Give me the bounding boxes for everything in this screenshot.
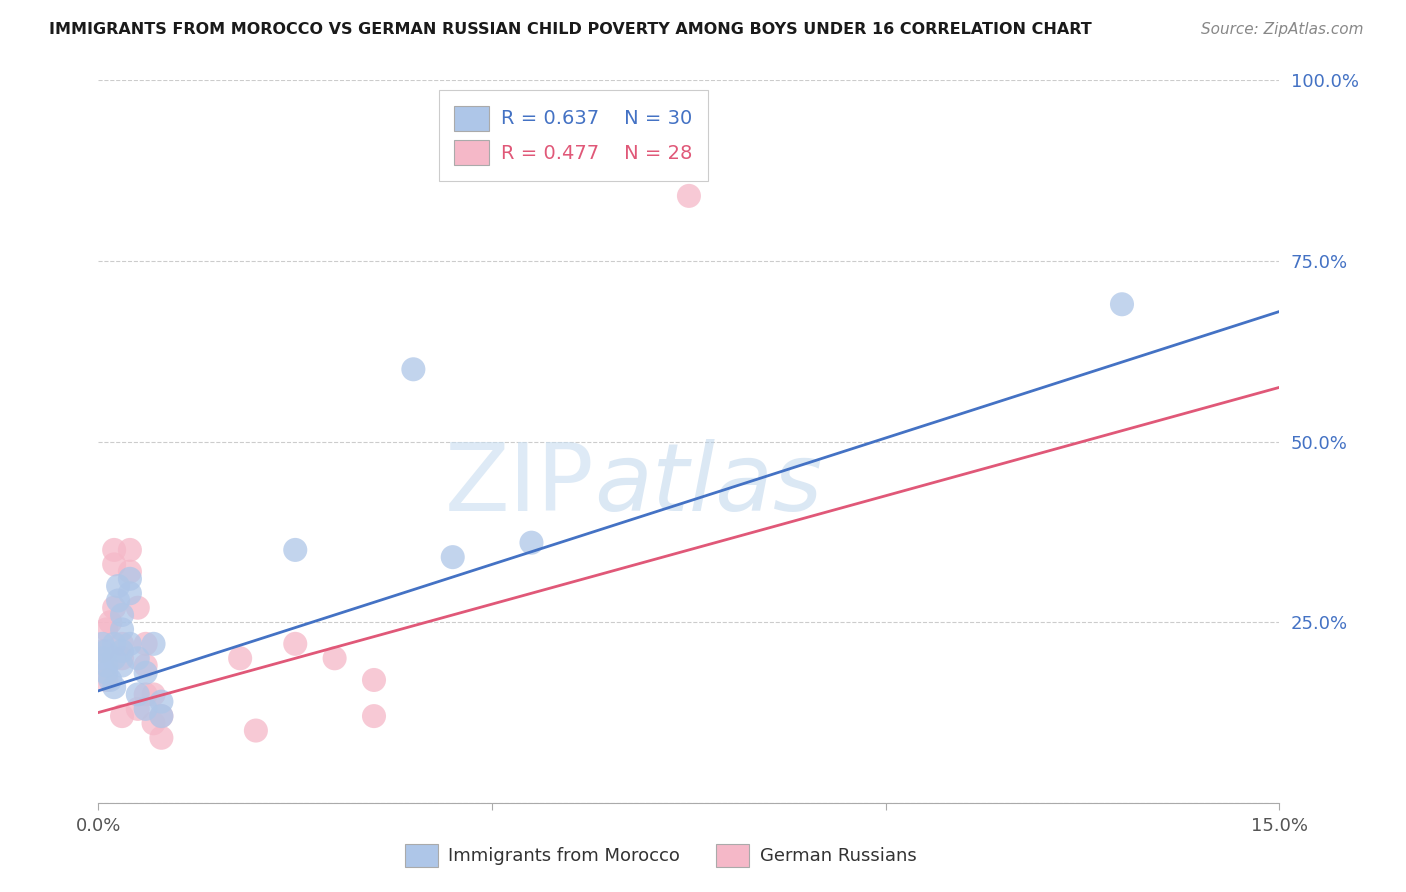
Point xyxy=(284,637,307,651)
Text: Source: ZipAtlas.com: Source: ZipAtlas.com xyxy=(1201,22,1364,37)
Point xyxy=(245,723,267,738)
Point xyxy=(118,542,141,557)
Point xyxy=(118,572,141,586)
Point xyxy=(363,709,385,723)
Point xyxy=(111,607,134,622)
Point xyxy=(127,702,149,716)
Point xyxy=(135,687,157,701)
Point xyxy=(107,593,129,607)
Point xyxy=(284,542,307,557)
Point xyxy=(91,644,114,658)
Point xyxy=(103,558,125,572)
Point xyxy=(103,600,125,615)
Point xyxy=(118,637,141,651)
Point xyxy=(118,586,141,600)
Point xyxy=(150,709,173,723)
Point xyxy=(111,651,134,665)
Text: atlas: atlas xyxy=(595,440,823,531)
Point xyxy=(402,362,425,376)
Point xyxy=(107,579,129,593)
Point xyxy=(229,651,252,665)
Point xyxy=(142,687,165,701)
Text: ZIP: ZIP xyxy=(444,439,595,531)
Point xyxy=(142,637,165,651)
Point xyxy=(150,731,173,745)
Point xyxy=(103,637,125,651)
Point xyxy=(111,623,134,637)
Point xyxy=(135,665,157,680)
Point xyxy=(91,651,114,665)
Point xyxy=(96,644,118,658)
Point xyxy=(111,709,134,723)
Point xyxy=(135,658,157,673)
Point xyxy=(1111,297,1133,311)
Point xyxy=(96,658,118,673)
Point xyxy=(441,550,464,565)
Point xyxy=(363,673,385,687)
Point xyxy=(96,665,118,680)
Text: IMMIGRANTS FROM MOROCCO VS GERMAN RUSSIAN CHILD POVERTY AMONG BOYS UNDER 16 CORR: IMMIGRANTS FROM MOROCCO VS GERMAN RUSSIA… xyxy=(49,22,1092,37)
Point xyxy=(91,637,114,651)
Point xyxy=(127,651,149,665)
Point xyxy=(98,615,121,630)
Point xyxy=(142,716,165,731)
Point xyxy=(96,623,118,637)
Point xyxy=(103,651,125,665)
Point xyxy=(103,680,125,694)
Point xyxy=(111,658,134,673)
Legend: Immigrants from Morocco, German Russians: Immigrants from Morocco, German Russians xyxy=(398,837,924,874)
Legend: R = 0.637    N = 30, R = 0.477    N = 28: R = 0.637 N = 30, R = 0.477 N = 28 xyxy=(439,90,709,181)
Point xyxy=(98,673,121,687)
Point xyxy=(678,189,700,203)
Point xyxy=(135,637,157,651)
Point xyxy=(135,702,157,716)
Point xyxy=(111,644,134,658)
Point xyxy=(520,535,543,549)
Point xyxy=(150,709,173,723)
Point xyxy=(150,695,173,709)
Point xyxy=(127,600,149,615)
Point xyxy=(111,637,134,651)
Point xyxy=(103,542,125,557)
Point xyxy=(127,687,149,701)
Point xyxy=(323,651,346,665)
Point xyxy=(96,673,118,687)
Point xyxy=(118,565,141,579)
